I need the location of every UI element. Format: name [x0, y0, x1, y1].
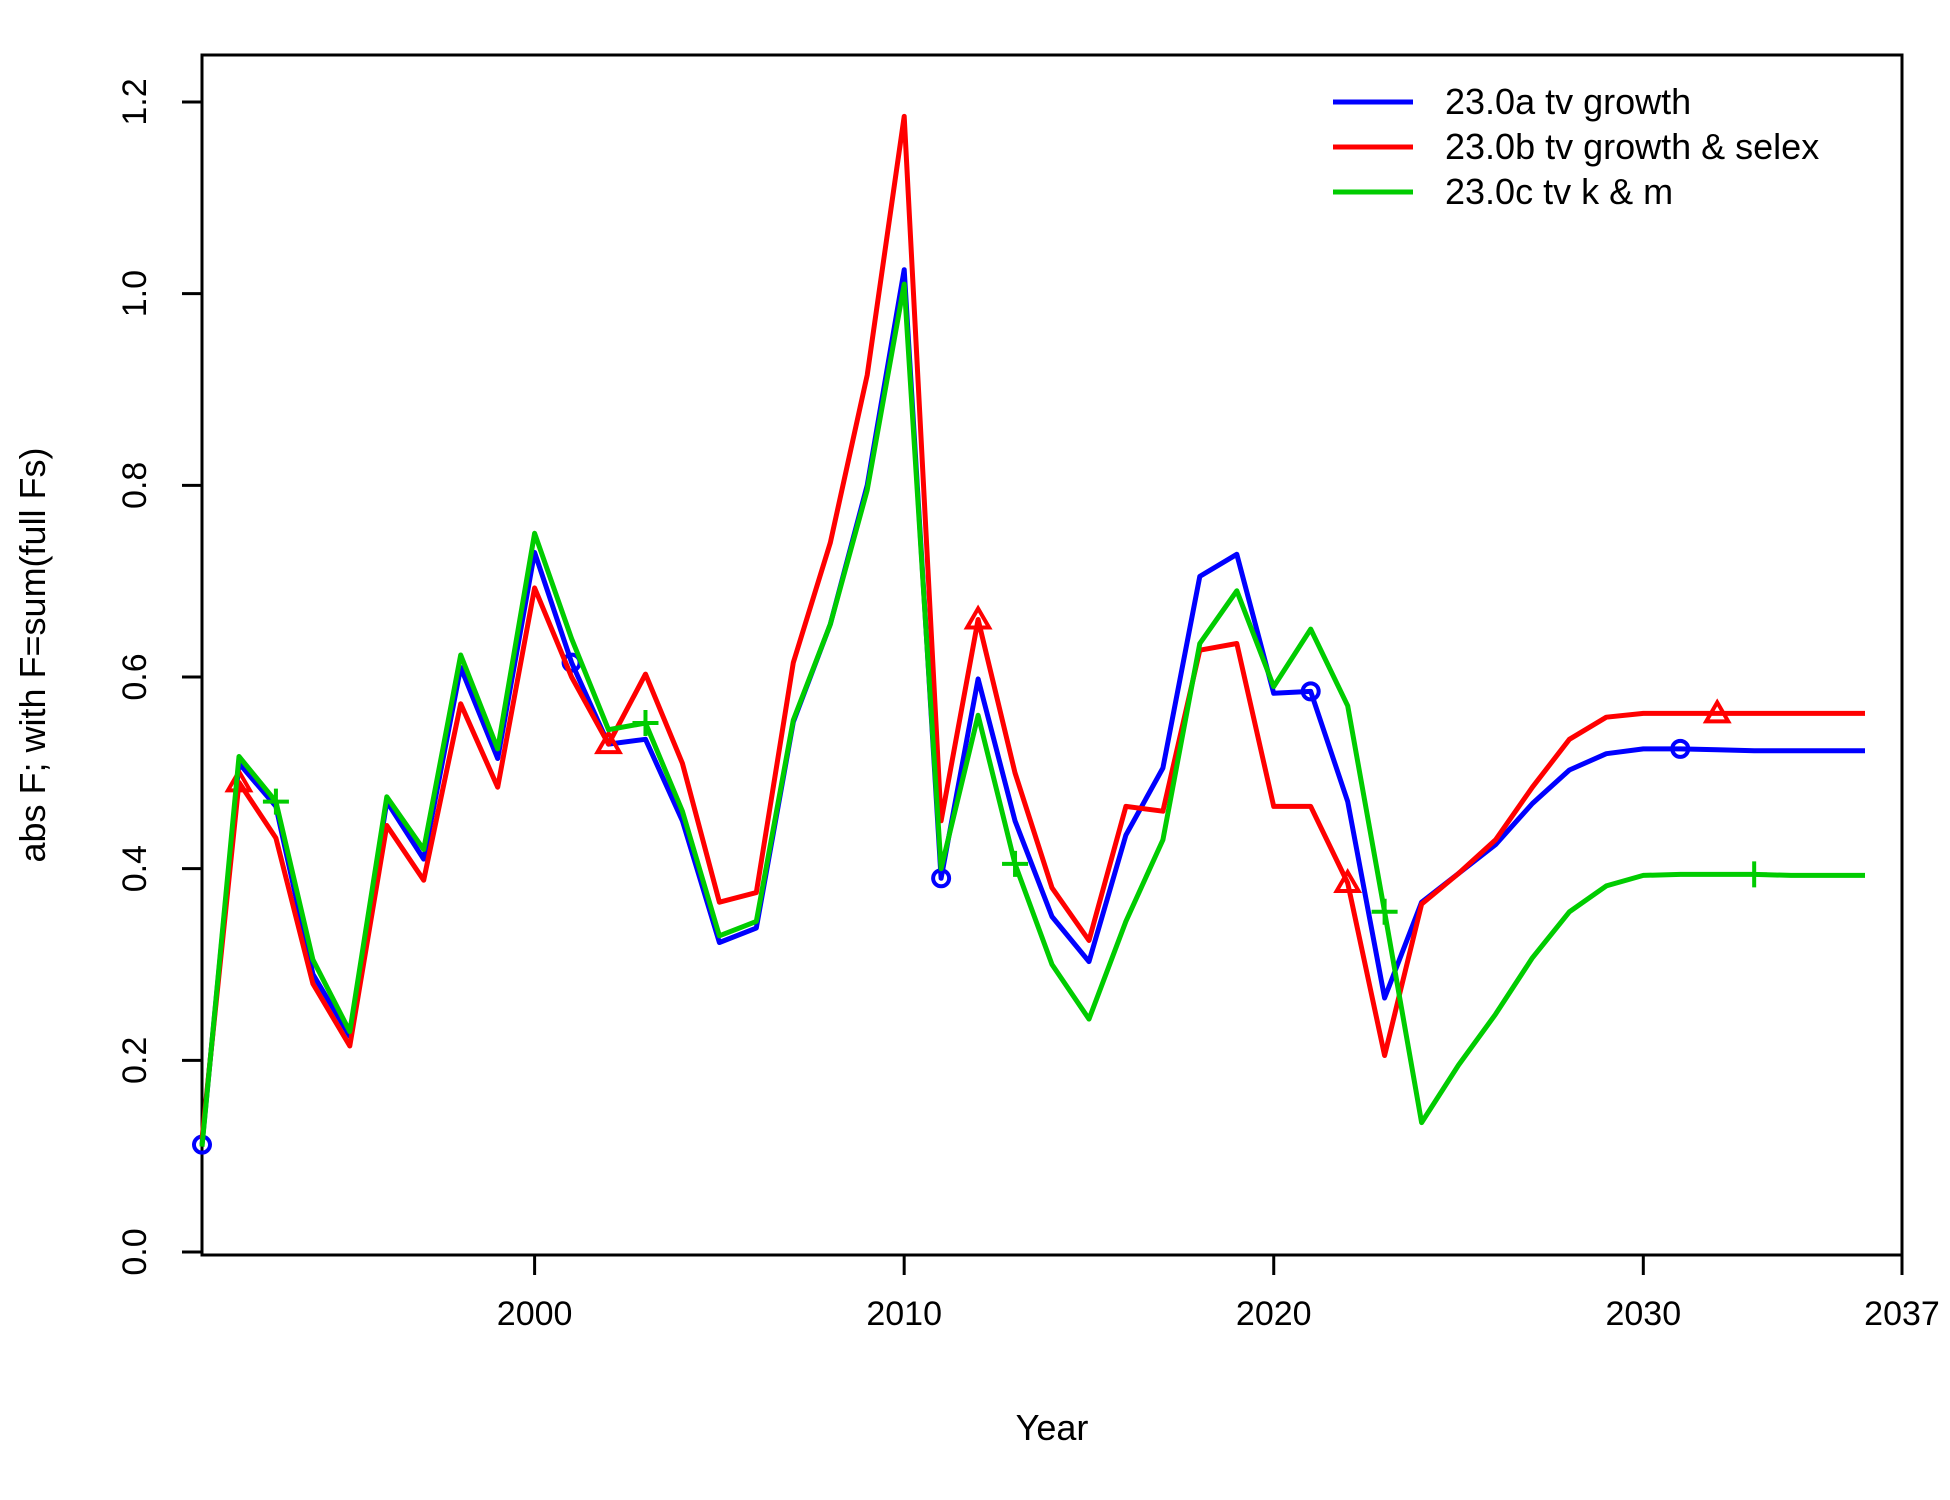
y-tick-label: 0.2: [116, 1037, 154, 1084]
x-axis: 2000 2010 2020 2030 2037: [497, 1255, 1940, 1333]
data-point-triangle: [224, 767, 254, 793]
x-tick-label: 2030: [1605, 1295, 1681, 1333]
data-point-circle: [1670, 738, 1691, 759]
series-line: [199, 113, 1865, 1140]
y-tick-label: 0.4: [116, 845, 154, 892]
series-line: [199, 281, 1865, 1147]
x-tick-label: 2020: [1236, 1295, 1312, 1333]
y-tick-label: 1.2: [116, 78, 154, 125]
data-point-circle: [1300, 681, 1321, 702]
data-point-plus: [1741, 861, 1768, 888]
series-layer: [192, 113, 1865, 1155]
y-tick-label: 0.0: [116, 1228, 154, 1275]
y-tick-label: 1.0: [116, 270, 154, 317]
y-tick-label: 0.8: [116, 462, 154, 509]
y-axis: 0.0 0.2 0.4 0.6 0.8 1.0 1.2: [116, 78, 202, 1276]
data-point-triangle: [1702, 698, 1732, 724]
series-2: [199, 113, 1865, 1140]
legend-label: 23.0a tv growth: [1445, 81, 1691, 122]
data-point-plus: [632, 710, 659, 736]
y-tick-label: 0.6: [116, 653, 154, 700]
series-line: [199, 267, 1865, 1145]
y-axis-title: abs F; with F=sum(full Fs): [12, 447, 53, 862]
plot-frame: [200, 53, 1904, 1257]
legend-label: 23.0b tv growth & selex: [1445, 126, 1819, 167]
data-point-triangle: [1333, 868, 1363, 894]
x-axis-title: Year: [1016, 1407, 1089, 1448]
x-tick-label: 2037: [1864, 1295, 1940, 1333]
series-1: [192, 267, 1865, 1155]
x-tick-label: 2010: [866, 1295, 942, 1333]
data-point-plus: [262, 788, 289, 815]
legend-label: 23.0c tv k & m: [1445, 171, 1673, 212]
data-point-plus: [1371, 898, 1398, 925]
series-3: [199, 281, 1865, 1147]
data-point-triangle: [963, 604, 993, 630]
data-point-plus: [1002, 850, 1029, 877]
x-tick-label: 2000: [497, 1295, 573, 1333]
data-point-triangle: [594, 729, 623, 755]
